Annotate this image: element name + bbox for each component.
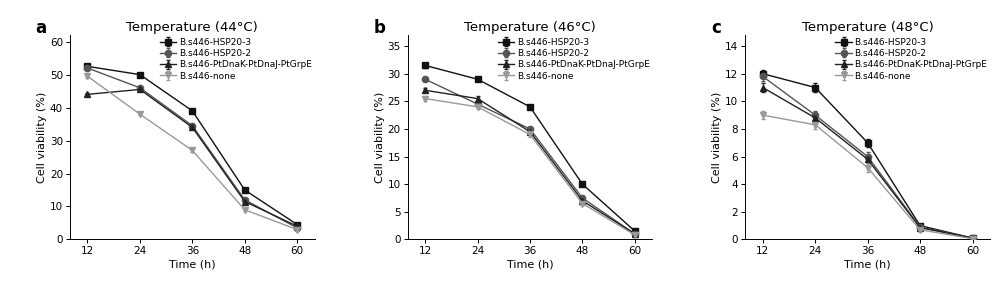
Text: c: c	[711, 19, 721, 37]
Title: Temperature (48°C): Temperature (48°C)	[802, 21, 934, 34]
Legend: B.s446-HSP20-3, B.s446-HSP20-2, B.s446-PtDnaK-PtDnaJ-PtGrpE, B.s446-none: B.s446-HSP20-3, B.s446-HSP20-2, B.s446-P…	[835, 37, 988, 81]
X-axis label: Time (h): Time (h)	[507, 259, 553, 269]
Y-axis label: Cell viability (%): Cell viability (%)	[712, 92, 722, 183]
Y-axis label: Cell viability (%): Cell viability (%)	[375, 92, 385, 183]
Legend: B.s446-HSP20-3, B.s446-HSP20-2, B.s446-PtDnaK-PtDnaJ-PtGrpE, B.s446-none: B.s446-HSP20-3, B.s446-HSP20-2, B.s446-P…	[497, 37, 651, 81]
X-axis label: Time (h): Time (h)	[169, 259, 216, 269]
Y-axis label: Cell viability (%): Cell viability (%)	[37, 92, 47, 183]
Title: Temperature (46°C): Temperature (46°C)	[464, 21, 596, 34]
Legend: B.s446-HSP20-3, B.s446-HSP20-2, B.s446-PtDnaK-PtDnaJ-PtGrpE, B.s446-none: B.s446-HSP20-3, B.s446-HSP20-2, B.s446-P…	[159, 37, 313, 81]
Text: a: a	[36, 19, 47, 37]
X-axis label: Time (h): Time (h)	[844, 259, 891, 269]
Text: b: b	[373, 19, 385, 37]
Title: Temperature (44°C): Temperature (44°C)	[126, 21, 258, 34]
